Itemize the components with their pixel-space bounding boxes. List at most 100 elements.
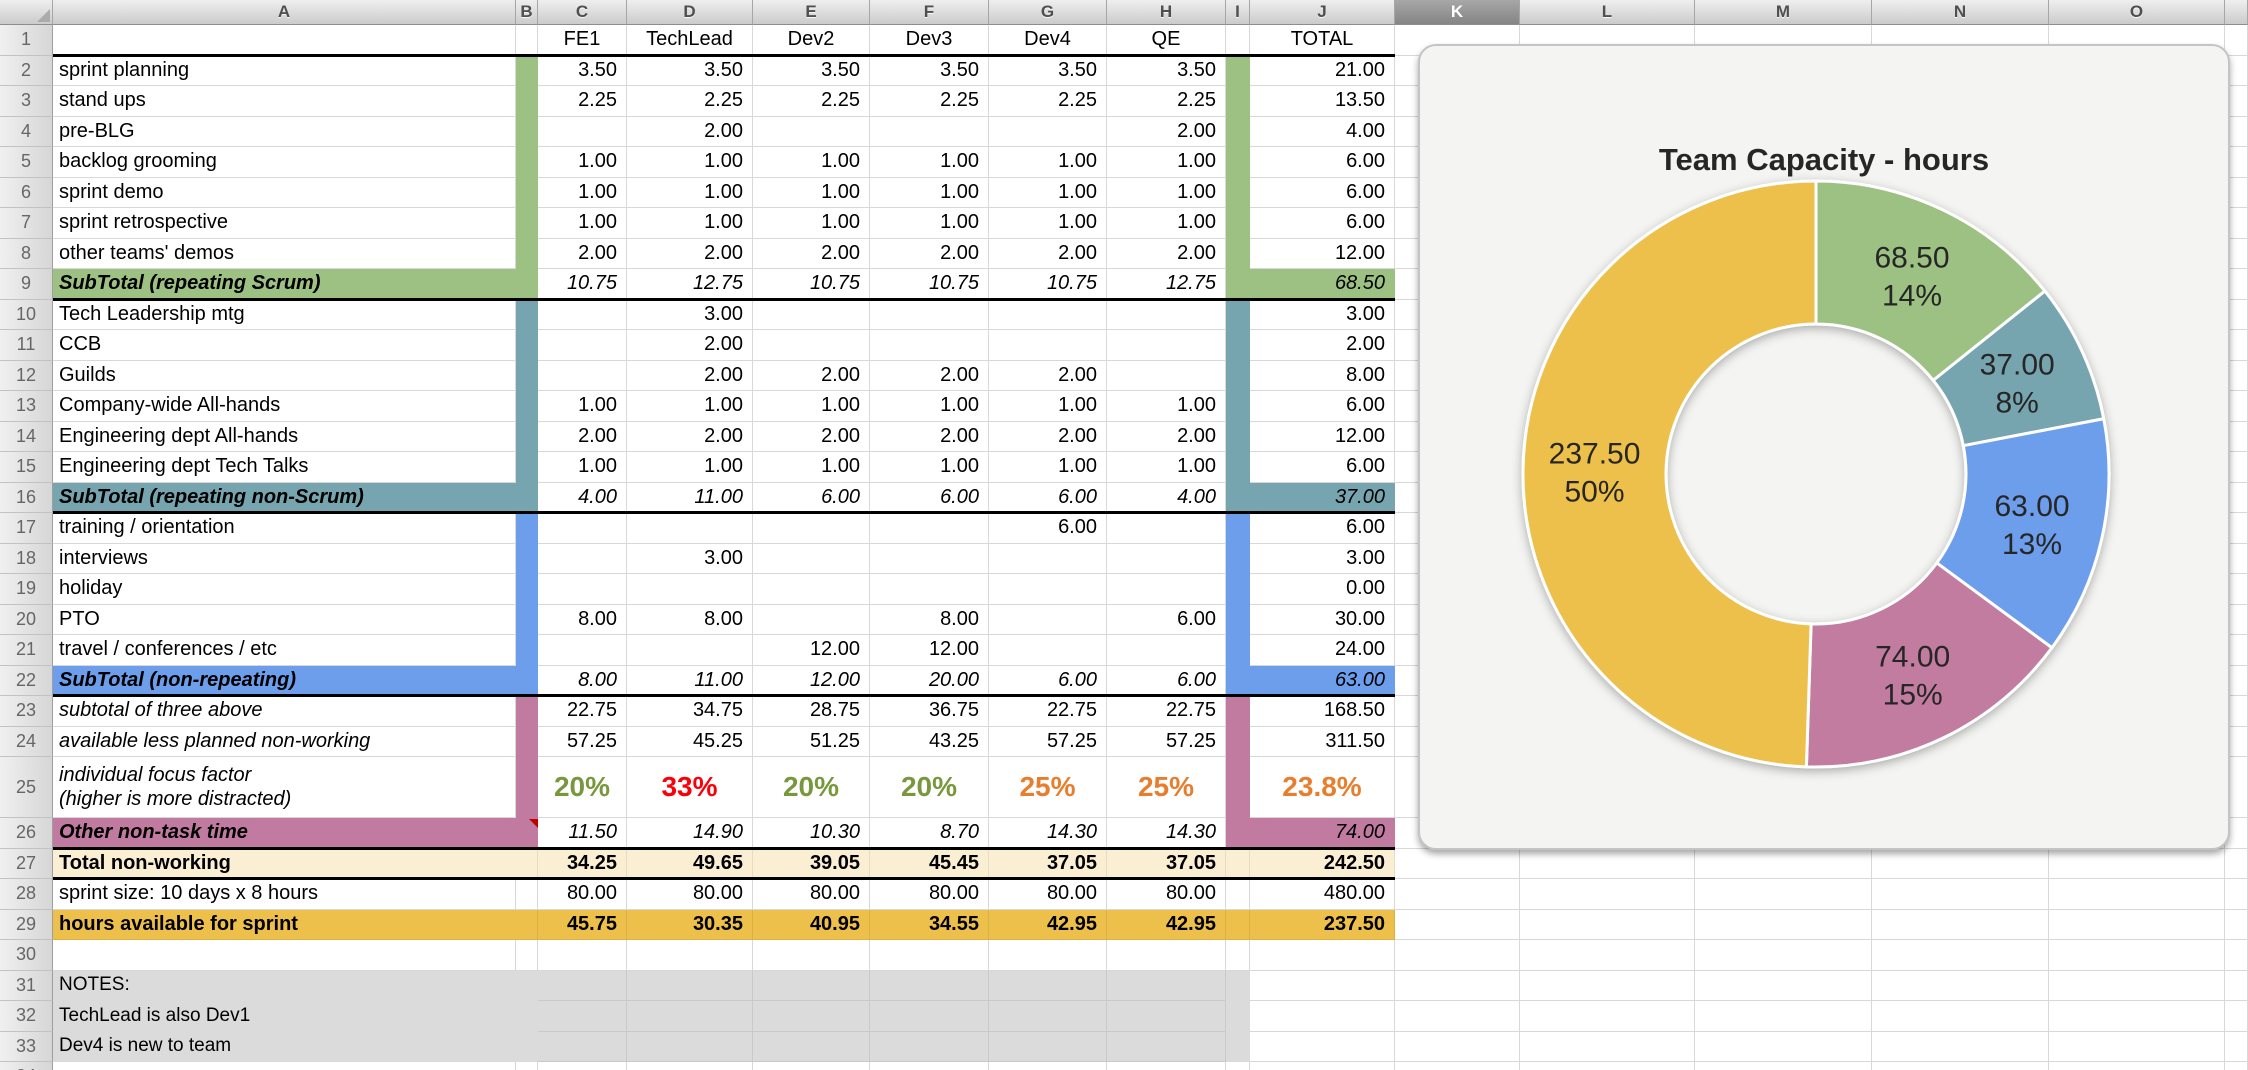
row-header-30[interactable]: 30 [0, 940, 53, 971]
band-strip-I30[interactable] [1226, 940, 1250, 971]
row-header-24[interactable]: 24 [0, 726, 53, 757]
cell-partial29[interactable] [2225, 909, 2248, 940]
cell-value-D14[interactable]: 2.00 [627, 421, 753, 452]
cell-value-E21[interactable]: 12.00 [753, 635, 870, 666]
cell-value-C21[interactable] [538, 635, 627, 666]
cell-L33[interactable] [1520, 1031, 1695, 1062]
cell-value-H5[interactable]: 1.00 [1107, 147, 1226, 178]
cell-value-D3[interactable]: 2.25 [627, 86, 753, 117]
cell-value-G13[interactable]: 1.00 [989, 391, 1107, 422]
cell-value-H24[interactable]: 57.25 [1107, 726, 1226, 757]
cell-M34[interactable] [1695, 1062, 1872, 1070]
cell-value-C27[interactable]: 34.25 [538, 848, 627, 879]
cell-value-G32[interactable] [989, 1001, 1107, 1032]
total-header[interactable]: TOTAL [1250, 25, 1395, 56]
cell-label-A32[interactable]: TechLead is also Dev1 [53, 1001, 538, 1032]
cell-value-C14[interactable]: 2.00 [538, 421, 627, 452]
row-header-33[interactable]: 33 [0, 1031, 53, 1062]
band-strip-B17[interactable] [516, 513, 538, 544]
cell-value-F3[interactable]: 2.25 [870, 86, 989, 117]
cell-K28[interactable] [1395, 879, 1520, 910]
row-header-5[interactable]: 5 [0, 147, 53, 178]
band-strip-I12[interactable] [1226, 360, 1250, 391]
column-header-H[interactable]: H [1107, 0, 1226, 25]
cell-total-J14[interactable]: 12.00 [1250, 421, 1395, 452]
cell-value-F4[interactable] [870, 116, 989, 147]
cell-partial34[interactable] [2225, 1062, 2248, 1070]
cell-value-G7[interactable]: 1.00 [989, 208, 1107, 239]
band-strip-B23[interactable] [516, 696, 538, 727]
cell-total-J15[interactable]: 6.00 [1250, 452, 1395, 483]
row-header-23[interactable]: 23 [0, 696, 53, 727]
band-strip-I18[interactable] [1226, 543, 1250, 574]
band-strip-I16[interactable] [1226, 482, 1250, 513]
cell-value-F7[interactable]: 1.00 [870, 208, 989, 239]
cell-value-F27[interactable]: 45.45 [870, 848, 989, 879]
band-strip-B14[interactable] [516, 421, 538, 452]
cell-value-C3[interactable]: 2.25 [538, 86, 627, 117]
cell-total-J5[interactable]: 6.00 [1250, 147, 1395, 178]
cell-value-D33[interactable] [627, 1031, 753, 1062]
cell-value-F6[interactable]: 1.00 [870, 177, 989, 208]
cell-value-C26[interactable]: 11.50 [538, 818, 627, 849]
band-strip-I32[interactable] [1226, 1001, 1250, 1032]
row-header-31[interactable]: 31 [0, 970, 53, 1001]
cell-A1[interactable] [53, 25, 516, 56]
cell-M33[interactable] [1695, 1031, 1872, 1062]
cell-value-G8[interactable]: 2.00 [989, 238, 1107, 269]
cell-total-J26[interactable]: 74.00 [1250, 818, 1395, 849]
cell-value-C24[interactable]: 57.25 [538, 726, 627, 757]
row-header-4[interactable]: 4 [0, 116, 53, 147]
column-header-C[interactable]: C [538, 0, 627, 25]
cell-value-F23[interactable]: 36.75 [870, 696, 989, 727]
band-strip-B6[interactable] [516, 177, 538, 208]
cell-label-A15[interactable]: Engineering dept Tech Talks [53, 452, 516, 483]
cell-value-H33[interactable] [1107, 1031, 1226, 1062]
cell-value-D27[interactable]: 49.65 [627, 848, 753, 879]
cell-label-A18[interactable]: interviews [53, 543, 516, 574]
band-strip-I31[interactable] [1226, 970, 1250, 1001]
band-strip-I6[interactable] [1226, 177, 1250, 208]
cell-K33[interactable] [1395, 1031, 1520, 1062]
cell-value-H10[interactable] [1107, 299, 1226, 330]
cell-value-C4[interactable] [538, 116, 627, 147]
band-strip-B15[interactable] [516, 452, 538, 483]
cell-value-H29[interactable]: 42.95 [1107, 909, 1226, 940]
cell-O34[interactable] [2049, 1062, 2225, 1070]
cell-value-D12[interactable]: 2.00 [627, 360, 753, 391]
cell-total-J32[interactable] [1250, 1001, 1395, 1032]
cell-value-G12[interactable]: 2.00 [989, 360, 1107, 391]
cell-value-H17[interactable] [1107, 513, 1226, 544]
band-strip-B20[interactable] [516, 604, 538, 635]
cell-O28[interactable] [2049, 879, 2225, 910]
band-strip-B18[interactable] [516, 543, 538, 574]
column-header-A[interactable]: A [53, 0, 516, 25]
cell-value-G29[interactable]: 42.95 [989, 909, 1107, 940]
cell-value-G22[interactable]: 6.00 [989, 665, 1107, 696]
cell-value-H11[interactable] [1107, 330, 1226, 361]
cell-value-H28[interactable]: 80.00 [1107, 879, 1226, 910]
cell-value-F22[interactable]: 20.00 [870, 665, 989, 696]
cell-B1[interactable] [516, 25, 538, 56]
band-strip-I26[interactable] [1226, 818, 1250, 849]
band-strip-I22[interactable] [1226, 665, 1250, 696]
cell-label-A2[interactable]: sprint planning [53, 55, 516, 86]
cell-total-J27[interactable]: 242.50 [1250, 848, 1395, 879]
cell-value-F15[interactable]: 1.00 [870, 452, 989, 483]
cell-label-A21[interactable]: travel / conferences / etc [53, 635, 516, 666]
band-strip-B25[interactable] [516, 757, 538, 818]
cell-value-F14[interactable]: 2.00 [870, 421, 989, 452]
cell-value-D29[interactable]: 30.35 [627, 909, 753, 940]
cell-value-G15[interactable]: 1.00 [989, 452, 1107, 483]
cell-value-G5[interactable]: 1.00 [989, 147, 1107, 178]
band-strip-B2[interactable] [516, 55, 538, 86]
cell-value-C32[interactable] [538, 1001, 627, 1032]
cell-value-H16[interactable]: 4.00 [1107, 482, 1226, 513]
cell-value-D30[interactable] [627, 940, 753, 971]
cell-value-H30[interactable] [1107, 940, 1226, 971]
cell-total-J3[interactable]: 13.50 [1250, 86, 1395, 117]
cell-total-J17[interactable]: 6.00 [1250, 513, 1395, 544]
column-header-M[interactable]: M [1695, 0, 1872, 25]
cell-value-E4[interactable] [753, 116, 870, 147]
band-strip-I29[interactable] [1226, 909, 1250, 940]
